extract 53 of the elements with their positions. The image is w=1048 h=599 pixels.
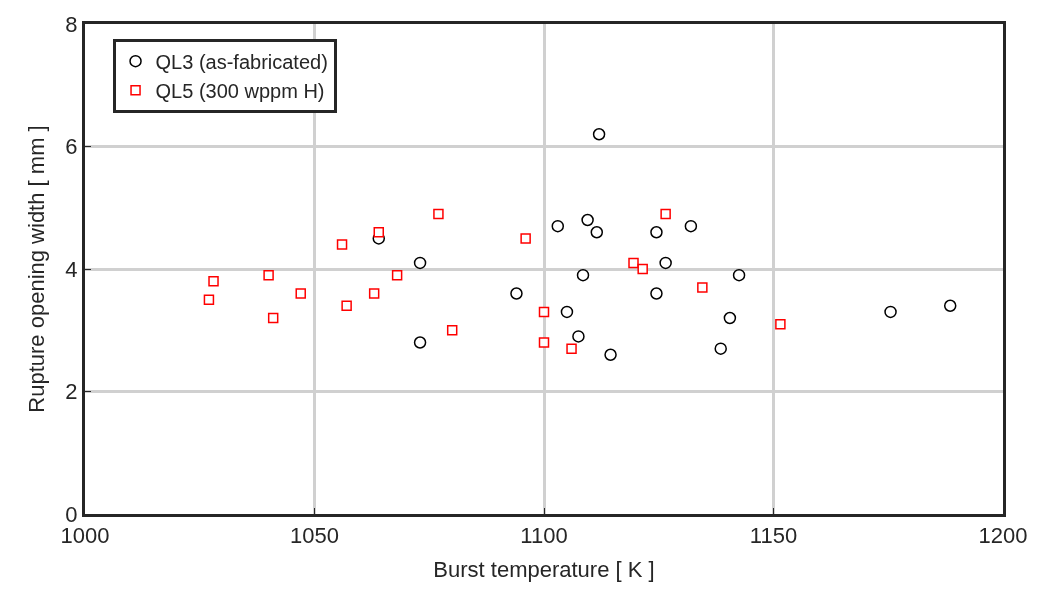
x-tick-label: 1050 — [290, 523, 339, 549]
point — [732, 268, 746, 282]
point — [538, 337, 550, 348]
y-tick-label: 4 — [65, 256, 78, 282]
point — [723, 311, 737, 325]
point — [373, 227, 385, 238]
point — [775, 318, 786, 330]
point — [413, 256, 427, 270]
point — [659, 256, 672, 270]
point — [566, 343, 577, 354]
point — [413, 336, 427, 349]
point — [295, 288, 306, 299]
point — [510, 287, 523, 300]
point — [604, 348, 617, 361]
point — [446, 325, 458, 336]
point — [572, 330, 585, 343]
point — [263, 269, 274, 281]
point — [368, 288, 380, 299]
x-tick-label: 1200 — [978, 523, 1028, 549]
point — [551, 219, 565, 233]
legend-label: QL5 (300 wppm H) — [155, 80, 325, 102]
x-tick-label: 1150 — [749, 523, 798, 549]
x-tick-label: 1100 — [520, 523, 568, 549]
point — [560, 305, 574, 319]
x-axis-title: Burst temperature [ K ] — [433, 557, 655, 583]
point — [538, 306, 550, 318]
y-tick-label: 6 — [65, 134, 78, 160]
y-tick-label: 2 — [65, 379, 78, 405]
point — [208, 276, 219, 287]
point — [714, 342, 727, 355]
point — [650, 287, 663, 300]
point — [884, 305, 897, 319]
point — [433, 208, 444, 220]
y-axis-title: Rupture opening width [ mm ] — [24, 125, 50, 413]
point — [336, 239, 348, 250]
point — [650, 226, 663, 239]
y-tick-label: 8 — [65, 11, 78, 37]
point — [660, 208, 671, 220]
point — [684, 219, 698, 233]
point — [203, 294, 215, 305]
point — [267, 312, 279, 324]
point — [576, 268, 590, 282]
point — [697, 282, 708, 293]
point — [590, 226, 604, 239]
point — [943, 299, 957, 312]
point — [637, 263, 648, 275]
point — [391, 269, 403, 281]
point — [341, 300, 352, 311]
point — [628, 257, 639, 269]
point — [581, 213, 594, 227]
point — [520, 233, 531, 244]
point — [592, 128, 606, 141]
legend-label: QL3 (as-fabricated) — [155, 51, 328, 73]
